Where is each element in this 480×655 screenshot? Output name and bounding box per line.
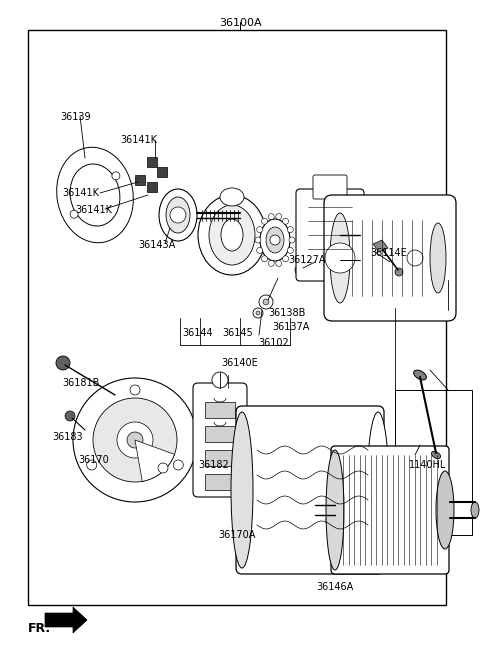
Circle shape (170, 207, 186, 223)
Circle shape (326, 506, 354, 534)
Ellipse shape (367, 412, 389, 568)
Text: 36144: 36144 (183, 328, 213, 338)
FancyBboxPatch shape (193, 383, 247, 497)
Text: 36139: 36139 (60, 112, 91, 122)
Circle shape (276, 214, 282, 219)
Text: 36170A: 36170A (218, 530, 255, 540)
Circle shape (288, 248, 293, 253)
Circle shape (212, 372, 228, 388)
Ellipse shape (260, 219, 290, 261)
Circle shape (259, 295, 273, 309)
Circle shape (70, 210, 78, 218)
Ellipse shape (471, 502, 479, 518)
Circle shape (262, 218, 267, 224)
Ellipse shape (432, 451, 441, 458)
Ellipse shape (220, 188, 244, 206)
Circle shape (276, 261, 282, 267)
Bar (28, 30, 446, 605)
Circle shape (130, 385, 140, 395)
Circle shape (65, 411, 75, 421)
Text: 36137A: 36137A (272, 322, 310, 332)
Bar (147, 182, 157, 192)
Text: 1140HL: 1140HL (409, 460, 447, 470)
FancyBboxPatch shape (313, 175, 347, 199)
Bar (395, 390, 472, 535)
Ellipse shape (414, 370, 426, 380)
FancyBboxPatch shape (324, 195, 456, 321)
Ellipse shape (70, 164, 120, 226)
Circle shape (93, 398, 177, 482)
Text: 36141K: 36141K (62, 188, 99, 198)
Text: 36140E: 36140E (222, 358, 258, 368)
Circle shape (255, 237, 261, 243)
Ellipse shape (166, 197, 190, 233)
Circle shape (127, 432, 143, 448)
Circle shape (253, 308, 263, 318)
Ellipse shape (330, 213, 350, 303)
Circle shape (325, 243, 355, 273)
Ellipse shape (198, 195, 266, 275)
Wedge shape (135, 440, 174, 481)
Circle shape (270, 235, 280, 245)
Circle shape (298, 268, 302, 272)
Text: 36170: 36170 (78, 455, 109, 465)
Text: 36182: 36182 (198, 460, 229, 470)
Circle shape (407, 250, 423, 266)
Circle shape (56, 356, 70, 370)
Ellipse shape (430, 223, 446, 293)
Bar (205, 426, 235, 442)
Ellipse shape (231, 412, 253, 568)
Text: 36141K: 36141K (75, 205, 112, 215)
Text: 36114E: 36114E (370, 248, 407, 258)
Ellipse shape (57, 147, 133, 243)
Text: FR.: FR. (28, 622, 51, 635)
Text: 36183: 36183 (52, 432, 83, 442)
Text: 36127A: 36127A (288, 255, 325, 265)
Circle shape (257, 248, 263, 253)
Text: 36146A: 36146A (316, 582, 354, 592)
Circle shape (295, 265, 305, 275)
Circle shape (73, 378, 197, 502)
Circle shape (158, 463, 168, 473)
Text: 36100A: 36100A (219, 18, 261, 28)
Circle shape (283, 255, 288, 262)
Circle shape (268, 214, 274, 219)
Text: 36143A: 36143A (138, 240, 175, 250)
Circle shape (173, 460, 183, 470)
Circle shape (256, 311, 260, 315)
Ellipse shape (436, 471, 454, 549)
Ellipse shape (159, 189, 197, 241)
Ellipse shape (209, 205, 255, 265)
Text: 36102: 36102 (258, 338, 289, 348)
Bar (205, 474, 235, 490)
Circle shape (117, 422, 153, 458)
Ellipse shape (266, 227, 284, 253)
Text: 36145: 36145 (223, 328, 253, 338)
FancyBboxPatch shape (331, 446, 449, 574)
Text: 36138B: 36138B (268, 308, 305, 318)
Ellipse shape (221, 219, 243, 251)
Bar (147, 157, 157, 167)
Circle shape (289, 237, 295, 243)
Circle shape (112, 172, 120, 180)
FancyBboxPatch shape (236, 406, 384, 574)
Polygon shape (45, 607, 87, 633)
Text: 36141K: 36141K (120, 135, 157, 145)
Polygon shape (373, 240, 388, 252)
Circle shape (263, 299, 269, 305)
Bar (205, 450, 235, 466)
Circle shape (288, 227, 293, 233)
Circle shape (262, 255, 267, 262)
Bar (135, 175, 145, 185)
Text: 36181B: 36181B (62, 378, 99, 388)
FancyBboxPatch shape (296, 189, 364, 281)
Circle shape (87, 460, 96, 470)
Circle shape (283, 218, 288, 224)
Circle shape (257, 227, 263, 233)
Bar (157, 167, 167, 177)
Bar (205, 402, 235, 418)
Ellipse shape (326, 450, 344, 570)
Circle shape (395, 268, 403, 276)
Circle shape (268, 261, 274, 267)
